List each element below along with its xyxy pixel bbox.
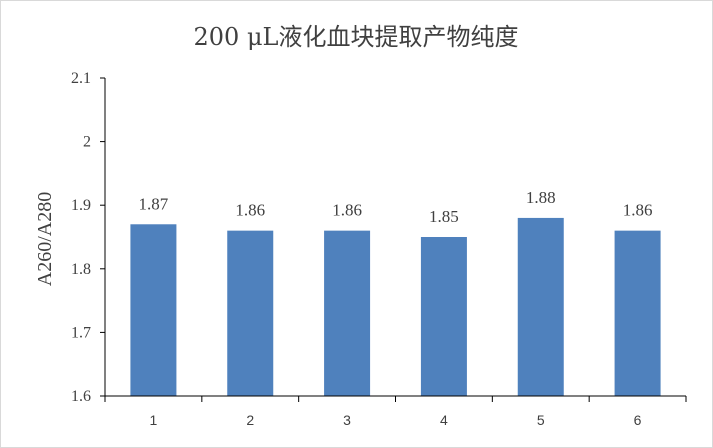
x-tick-label: 6	[634, 412, 642, 428]
x-tick-label: 2	[246, 412, 254, 428]
y-tick-label: 1.6	[71, 388, 91, 405]
bar-6	[614, 230, 661, 396]
x-tick-label: 5	[537, 412, 545, 428]
data-label: 1.88	[526, 188, 556, 207]
y-tick-label: 2	[83, 134, 91, 151]
y-tick-label: 1.9	[71, 197, 91, 214]
data-label: 1.85	[429, 207, 459, 226]
y-tick-label: 1.7	[71, 324, 91, 341]
data-label: 1.86	[332, 201, 362, 220]
data-label: 1.86	[623, 201, 653, 220]
bar-2	[227, 230, 274, 396]
x-axis-ticks: 1 2 3 4 5 6	[104, 396, 687, 428]
bar-1	[130, 224, 177, 396]
bar-3	[324, 230, 371, 396]
x-tick-label: 1	[150, 412, 158, 428]
data-label: 1.86	[235, 201, 265, 220]
bar-4	[420, 237, 467, 396]
y-tick-label: 2.1	[71, 70, 91, 87]
y-axis-ticks: 1.6 1.7 1.8 1.9 2 2.1	[71, 70, 105, 405]
x-tick-label: 3	[343, 412, 351, 428]
data-labels: 1.87 1.86 1.86 1.85 1.88 1.86	[139, 188, 653, 226]
bars	[130, 217, 661, 396]
chart-title: 200 μL液化血块提取产物纯度	[194, 23, 519, 51]
y-tick-label: 1.8	[71, 261, 91, 278]
bar-5	[517, 217, 564, 396]
data-label: 1.87	[139, 194, 169, 213]
y-axis-label: A260/A280	[34, 192, 56, 286]
x-tick-label: 4	[440, 412, 448, 428]
